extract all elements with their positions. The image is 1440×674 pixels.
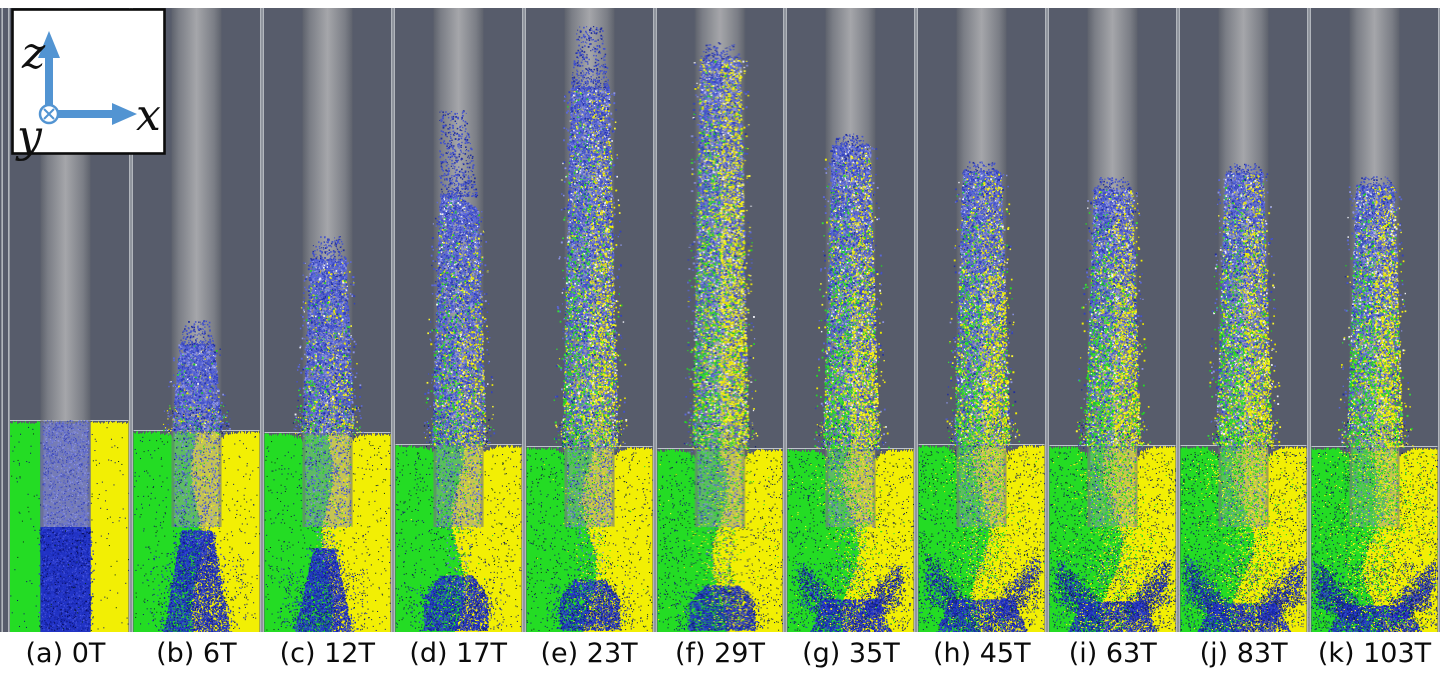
z-axis-arrowhead	[38, 31, 60, 58]
sim-canvas-j	[1178, 0, 1310, 632]
y-axis-cross-2	[43, 108, 55, 120]
panel-j	[1178, 0, 1310, 632]
panel-caption-e: (e) 23T	[540, 637, 638, 669]
sim-canvas-f	[654, 0, 786, 632]
panel-d	[392, 0, 524, 632]
y-axis-label: y	[15, 111, 43, 162]
sim-canvas-e	[523, 0, 655, 632]
panel-f	[654, 0, 786, 632]
z-axis-label: z	[21, 28, 46, 79]
sim-canvas-k	[1309, 0, 1440, 632]
panel-caption-c: (c) 12T	[279, 637, 375, 669]
panel-caption-g: (g) 35T	[802, 637, 900, 669]
panel-c	[261, 0, 393, 632]
caption-row: (a) 0T (b) 6T (c) 12T (d) 17T (e) 23T (f) 29T…	[0, 632, 1440, 674]
axis-legend: z y x	[11, 8, 166, 162]
sim-canvas-h	[916, 0, 1048, 632]
panel-caption-k: (k) 103T	[1317, 637, 1432, 669]
panel-h	[916, 0, 1048, 632]
x-axis-label: x	[136, 90, 161, 141]
panel-strip	[0, 0, 1440, 632]
panel-i	[1047, 0, 1179, 632]
sim-canvas-c	[261, 0, 393, 632]
panel-caption-f: (f) 29T	[674, 637, 765, 669]
x-axis-arrowhead	[112, 103, 137, 125]
sim-canvas-d	[392, 0, 524, 632]
panel-k	[1309, 0, 1440, 632]
panel-caption-d: (d) 17T	[409, 637, 507, 669]
panel-caption-h: (h) 45T	[932, 637, 1031, 669]
sim-canvas-g	[785, 0, 917, 632]
sim-canvas-i	[1047, 0, 1179, 632]
panel-e	[523, 0, 655, 632]
panel-caption-j: (j) 83T	[1199, 637, 1288, 669]
panel-caption-a: (a) 0T	[25, 637, 106, 669]
legend-box	[11, 8, 166, 155]
panel-g	[785, 0, 917, 632]
panel-caption-b: (b) 6T	[156, 637, 237, 669]
panel-caption-i: (i) 63T	[1068, 637, 1157, 669]
